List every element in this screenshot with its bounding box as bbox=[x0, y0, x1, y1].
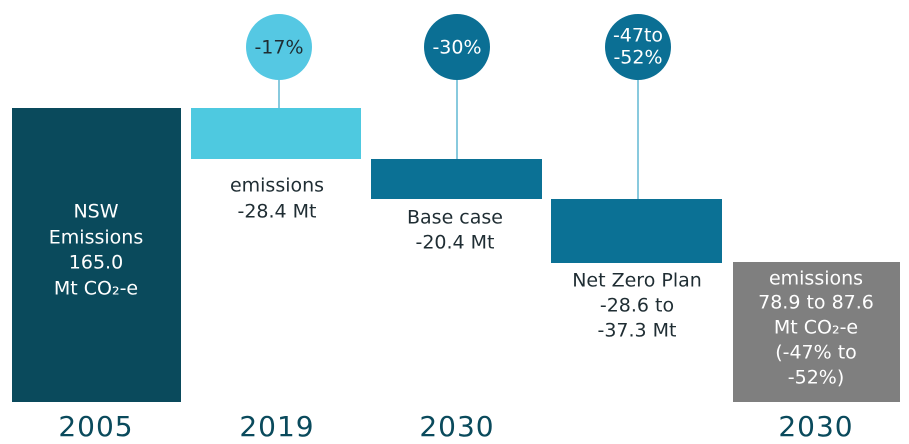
bar-base-case bbox=[371, 159, 542, 199]
bar-2019 bbox=[191, 108, 361, 159]
year-label: 2019 bbox=[239, 410, 314, 443]
badge bbox=[424, 14, 490, 80]
bar-label: NSW bbox=[73, 201, 118, 223]
bar-label: emissions bbox=[769, 268, 863, 290]
bar-label: emissions bbox=[230, 175, 324, 197]
badge bbox=[246, 14, 312, 80]
bar-label: -52%) bbox=[788, 367, 845, 389]
bar-label: 165.0 bbox=[69, 252, 123, 274]
bar-net-zero bbox=[551, 199, 722, 263]
bar-2005 bbox=[12, 108, 181, 402]
badge-text: -47to bbox=[613, 25, 663, 47]
badge bbox=[605, 14, 671, 80]
bar-2030 bbox=[733, 262, 900, 402]
bar-label: -37.3 Mt bbox=[597, 320, 676, 342]
bar-label: 78.9 to 87.6 bbox=[758, 292, 874, 314]
bar-label: -28.6 to bbox=[600, 295, 674, 317]
bar-label: -28.4 Mt bbox=[237, 201, 316, 223]
badge-text: -30% bbox=[432, 37, 481, 59]
bar-label: Base case bbox=[407, 207, 503, 229]
badge-text: -17% bbox=[254, 37, 303, 59]
badge-text: -52% bbox=[613, 47, 662, 69]
bar-label: Emissions bbox=[49, 227, 143, 249]
bar-label: Mt CO₂-e bbox=[54, 278, 138, 300]
bar-label: (-47% to bbox=[775, 342, 857, 364]
year-label: 2030 bbox=[778, 410, 853, 443]
year-label: 2005 bbox=[58, 410, 133, 443]
bar-label: Net Zero Plan bbox=[572, 270, 702, 292]
bar-label: Mt CO₂-e bbox=[774, 317, 858, 339]
year-label: 2030 bbox=[419, 410, 494, 443]
bar-label: -20.4 Mt bbox=[415, 232, 494, 254]
